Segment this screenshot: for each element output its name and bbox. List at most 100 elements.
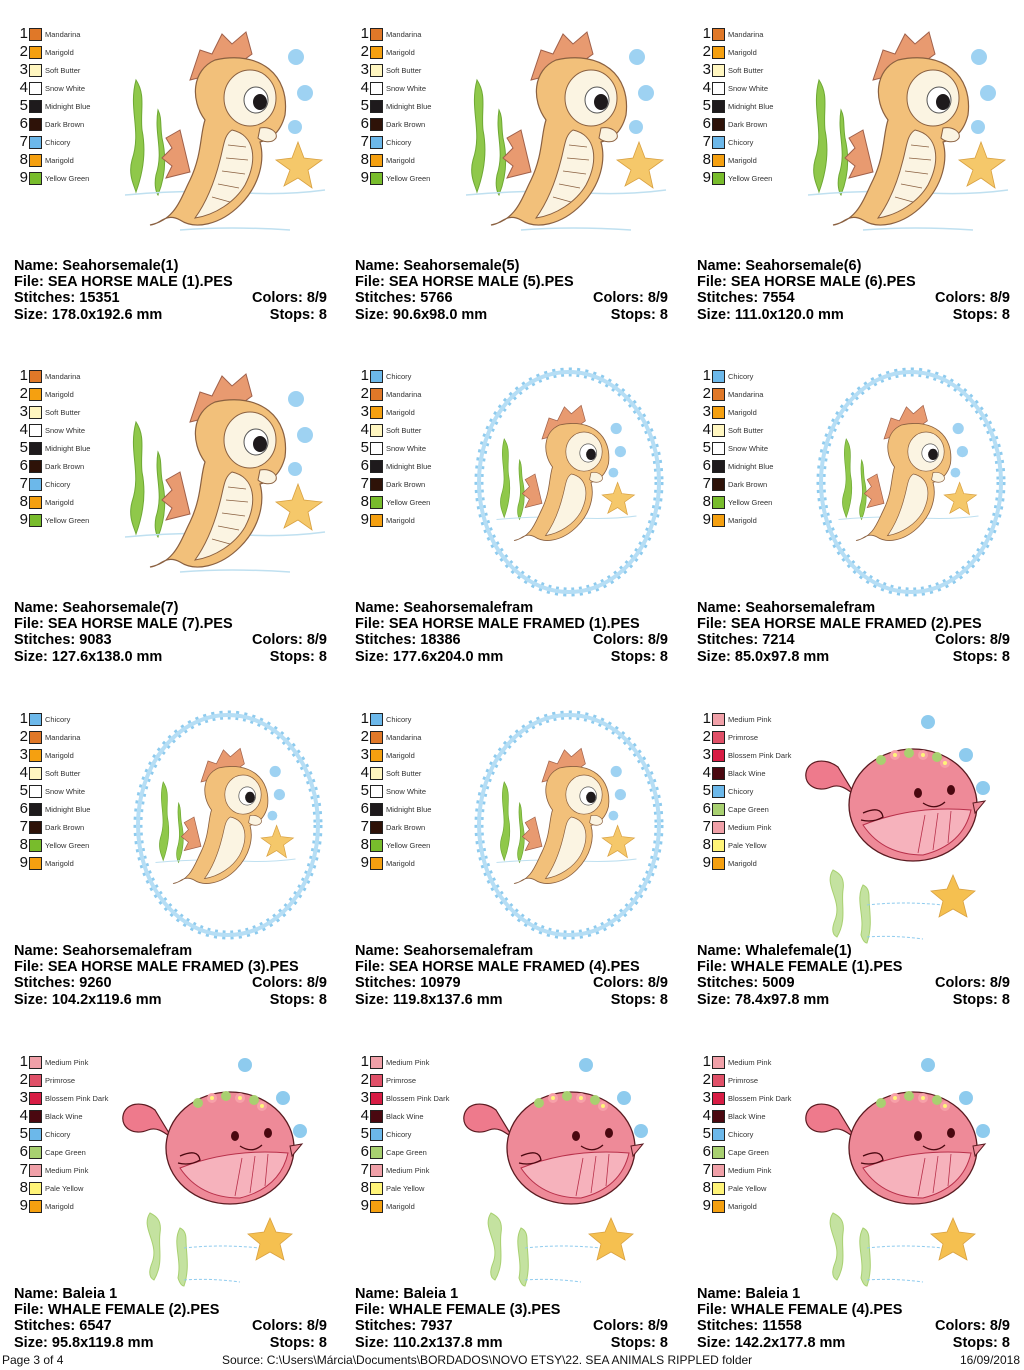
thread-color-name: Chicory [386,137,412,147]
thread-color-name: Mandarina [386,29,422,39]
size-field: Size: 85.0x97.8 mm [697,649,829,665]
page-number: Page 3 of 4 [2,1353,64,1367]
whale-artwork [805,715,990,944]
stitches-colors-line: Stitches: 15351 Colors: 8/9 [14,290,327,306]
color-swatch [29,1055,42,1069]
color-step-number: 9 [19,511,28,528]
seahorse-artwork [465,31,667,231]
thread-color-name: Midnight Blue [386,101,432,111]
thread-color-name: Blossem Pink Dark [45,1093,109,1103]
color-step-number: 5 [360,97,369,114]
legend-row: 2 Mandarina [17,728,127,746]
color-swatch [370,495,383,509]
color-swatch [712,63,725,77]
stitch-count: 9260 [79,975,112,992]
color-count: 8/9 [989,632,1010,649]
design-name: Seahorsemalefram [403,943,534,959]
color-step-number: 7 [19,475,28,492]
legend-row: 5 Chicory [17,1125,127,1143]
color-swatch [370,1109,383,1123]
file-label: File: [14,274,48,291]
color-swatch [712,1073,725,1087]
color-step-number: 8 [360,493,369,510]
color-step-number: 2 [702,728,711,745]
legend-row: 1 Chicory [358,367,468,385]
size-label: Size: [14,1334,52,1351]
stitches-field: Stitches: 7214 [697,632,795,648]
legend-row: 5 Snow White [700,439,810,457]
print-date: 16/09/2018 [959,1353,1020,1367]
design-info: Name: Baleia 1 File: WHALE FEMALE (3).PE… [355,1286,668,1351]
thread-color-legend: 1 Chicory 2 Mandarina 3 Marigold 4 Soft Butter 5… [358,710,468,872]
color-step-number: 3 [702,1089,711,1106]
stitches-field: Stitches: 5766 [355,290,453,306]
color-step-number: 1 [19,1053,28,1070]
file-label: File: [355,1302,389,1319]
stitch-count: 10979 [420,975,461,992]
legend-row: 7 Dark Brown [700,475,810,493]
color-step-number: 6 [360,800,369,817]
design-name: Seahorsemalefram [745,600,876,616]
colors-field: Colors: 8/9 [252,975,327,991]
legend-row: 7 Chicory [17,475,127,493]
thread-color-legend: 1 Chicory 2 Mandarina 3 Marigold 4 Soft Butter 5… [358,367,468,529]
size-stops-line: Size: 178.0x192.6 mm Stops: 8 [14,307,327,323]
legend-row: 9 Marigold [358,1197,468,1215]
legend-row: 9 Marigold [700,511,810,529]
color-step-number: 1 [19,710,28,727]
legend-row: 5 Snow White [17,782,127,800]
legend-row: 9 Marigold [700,854,810,872]
color-count: 8/9 [306,1318,327,1335]
file-label: File: [697,616,731,633]
color-swatch [712,81,725,95]
file-label: File: [14,1302,48,1319]
color-step-number: 4 [19,79,28,96]
design-name-line: Name: Seahorsemale(7) [14,600,327,616]
size-label: Size: [355,306,393,323]
legend-row: 2 Mandarina [700,385,810,403]
thread-color-name: Blossem Pink Dark [386,1093,450,1103]
legend-row: 8 Marigold [17,493,127,511]
color-step-number: 1 [360,367,369,384]
design-name-line: Name: Baleia 1 [697,1286,1010,1302]
color-swatch [712,369,725,383]
color-step-number: 6 [360,457,369,474]
color-swatch [29,1163,42,1177]
stop-count: 8 [659,306,668,323]
design-file: SEA HORSE MALE (6).PES [730,274,916,291]
color-swatch [29,369,42,383]
thread-color-legend: 1 Chicory 2 Mandarina 3 Marigold 4 Soft Butter 5… [17,710,127,872]
stops-label: Stops: [952,306,1002,323]
thread-color-name: Medium Pink [45,1165,89,1175]
size-field: Size: 127.6x138.0 mm [14,649,162,665]
thread-color-name: Mandarina [728,29,764,39]
thread-color-name: Primrose [728,1075,759,1085]
thread-color-legend: 1 Mandarina 2 Marigold 3 Soft Butter 4 Snow Whi… [700,25,810,187]
color-swatch [712,387,725,401]
stops-field: Stops: 8 [953,1335,1010,1351]
legend-row: 9 Yellow Green [700,169,810,187]
design-name-line: Name: Seahorsemalefram [355,943,668,959]
stitches-field: Stitches: 7937 [355,1318,453,1334]
thread-color-name: Marigold [728,155,757,165]
thread-color-name: Yellow Green [45,173,90,183]
thread-color-name: Black Wine [728,1111,766,1121]
thread-color-name: Medium Pink [728,714,772,724]
color-step-number: 9 [702,511,711,528]
color-step-number: 7 [360,818,369,835]
legend-row: 3 Blossem Pink Dark [17,1089,127,1107]
stop-count: 8 [1001,1334,1010,1351]
color-step-number: 5 [19,97,28,114]
stitches-label: Stitches: [355,975,421,992]
design-info: Name: Seahorsemale(6) File: SEA HORSE MA… [697,258,1010,323]
stops-label: Stops: [610,648,660,665]
color-swatch [29,838,42,852]
size-label: Size: [697,991,735,1008]
thread-color-name: Soft Butter [45,768,81,778]
seahorse-framed-artwork [133,710,323,940]
color-step-number: 8 [19,836,28,853]
stitches-label: Stitches: [697,632,763,649]
color-swatch [29,820,42,834]
legend-row: 5 Chicory [700,782,810,800]
legend-row: 7 Medium Pink [17,1161,127,1179]
